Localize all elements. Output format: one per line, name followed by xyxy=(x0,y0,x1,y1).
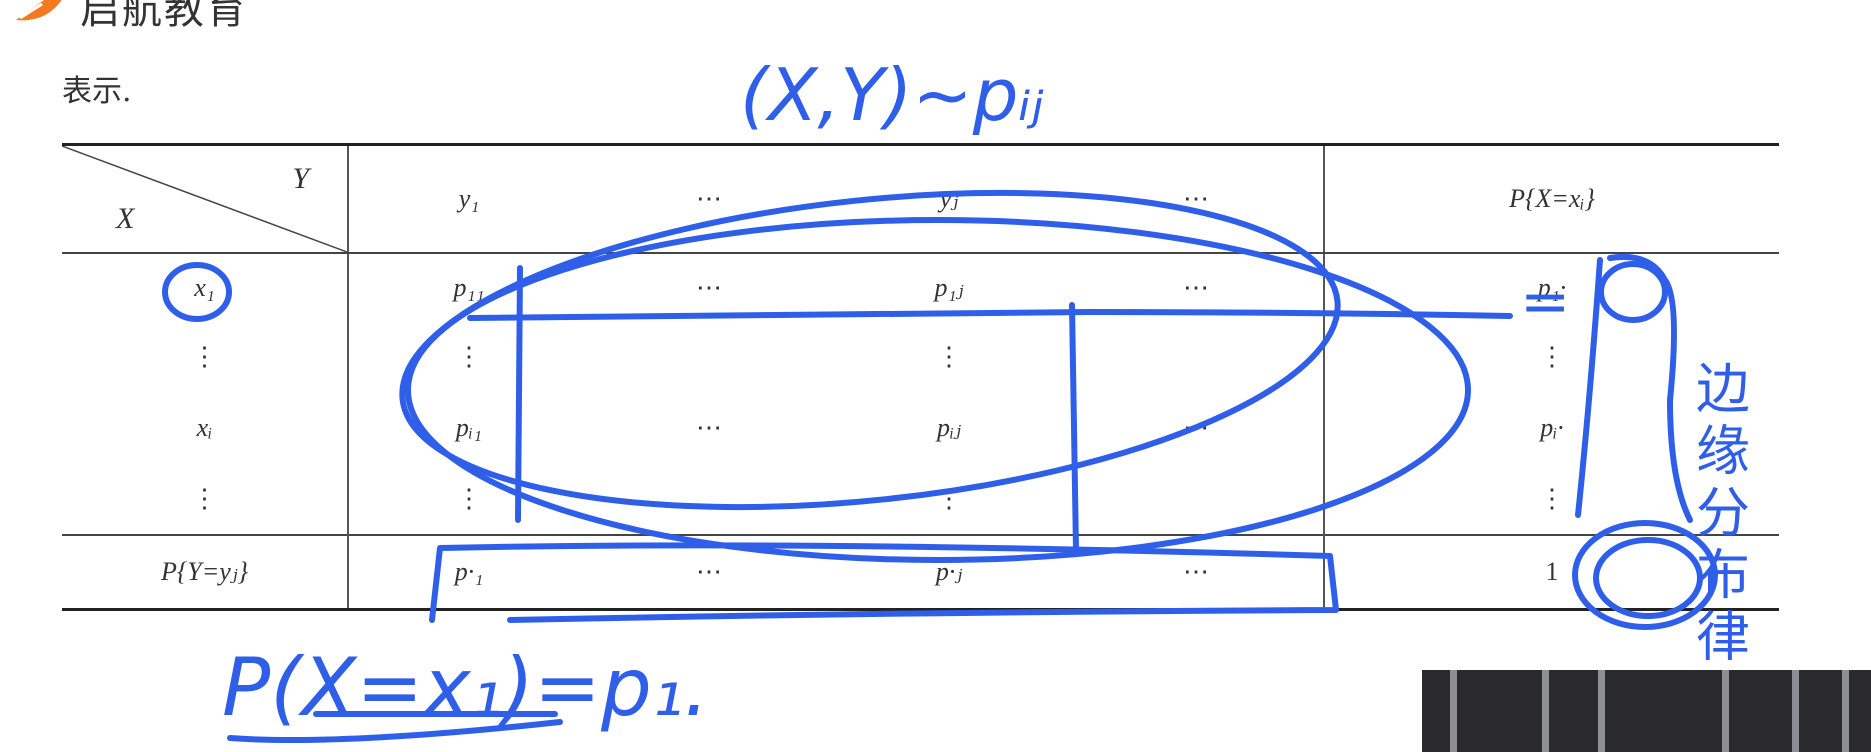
footer-cell: p·ⱼ xyxy=(829,534,1069,611)
footer-label: P{Y=yⱼ} xyxy=(62,534,349,611)
table-cell: ⋮ xyxy=(1539,342,1565,371)
footer-cell: ⋯ xyxy=(589,534,829,611)
corner-x-label: X xyxy=(116,202,135,235)
top-handwritten-note: (X,Y)~pᵢⱼ xyxy=(740,53,1044,137)
table-cell xyxy=(589,464,829,535)
header-cell: y₁ xyxy=(348,143,589,254)
table-cell: p₁₁ xyxy=(453,273,485,302)
corner-cell: Y X xyxy=(62,143,349,254)
row-label: ⋮ xyxy=(62,464,349,535)
joint-distribution-table: Y X y₁ ⋯ yⱼ ⋯ P{X=xᵢ} x₁ p₁₁ ⋯ p₁ⱼ ⋯ p₁·… xyxy=(62,143,1779,611)
table-cell: p₁· xyxy=(1537,273,1567,302)
footer-cell: 1 xyxy=(1324,534,1779,611)
table-cell: ⋯ xyxy=(696,273,722,302)
table-cell: ⋯ xyxy=(1069,253,1325,322)
table-cell: ⋮ xyxy=(456,342,482,371)
table-cell: pᵢⱼ xyxy=(937,413,961,442)
bottom-underline-2 xyxy=(227,719,563,743)
diagonal-line xyxy=(62,146,347,252)
header-cell-marginal: P{X=xᵢ} xyxy=(1324,143,1779,254)
video-frame-detail xyxy=(1598,670,1605,752)
table-cell xyxy=(1069,464,1325,535)
bottom-handwritten-note: P(X=x₁)=p₁. xyxy=(222,641,709,734)
footer-cell: p·₁ xyxy=(348,534,589,611)
table-cell xyxy=(589,322,829,392)
webcam-video-thumbnail[interactable] xyxy=(1422,670,1871,752)
corner-y-label: Y xyxy=(292,162,309,195)
table-cell: pᵢ₁ xyxy=(455,413,483,442)
table-row: x₁ p₁₁ ⋯ p₁ⱼ ⋯ p₁· xyxy=(62,253,1779,322)
table-cell: ⋮ xyxy=(936,484,962,513)
table-footer-row: P{Y=yⱼ} p·₁ ⋯ p·ⱼ ⋯ 1 xyxy=(62,534,1779,611)
video-frame-detail xyxy=(1842,670,1849,752)
table-cell xyxy=(1069,322,1325,392)
table-cell: pᵢ· xyxy=(1540,413,1564,442)
table-cell: ⋮ xyxy=(936,342,962,371)
brand-logo-icon xyxy=(16,0,62,21)
brand-name: 启航教育 xyxy=(80,0,248,33)
table-cell: ⋮ xyxy=(456,484,482,513)
video-frame-detail xyxy=(1450,670,1457,752)
table-cell: ⋯ xyxy=(696,413,722,442)
video-frame-detail xyxy=(1792,670,1799,752)
header-cell: ⋯ xyxy=(1069,143,1325,254)
row-label: xᵢ xyxy=(62,392,349,464)
table-row: ⋮ ⋮ ⋮ ⋮ xyxy=(62,464,1779,535)
table-row: ⋮ ⋮ ⋮ ⋮ xyxy=(62,322,1779,392)
video-frame-detail xyxy=(1722,670,1729,752)
row-label: ⋮ xyxy=(62,322,349,392)
table-header-row: Y X y₁ ⋯ yⱼ ⋯ P{X=xᵢ} xyxy=(62,143,1779,254)
table-cell: ⋮ xyxy=(1539,484,1565,513)
row-label: x₁ xyxy=(62,253,349,322)
footer-cell: ⋯ xyxy=(1069,534,1325,611)
video-frame-detail xyxy=(1542,670,1549,752)
table-cell: p₁ⱼ xyxy=(934,273,964,302)
header-cell: yⱼ xyxy=(829,143,1069,254)
header-cell: ⋯ xyxy=(589,143,829,254)
table-cell: ⋯ xyxy=(1069,392,1325,464)
table-row: xᵢ pᵢ₁ ⋯ pᵢⱼ ⋯ pᵢ· xyxy=(62,392,1779,464)
brand-logo: 启航教育 xyxy=(14,0,248,33)
intro-text: 表示. xyxy=(62,74,132,109)
